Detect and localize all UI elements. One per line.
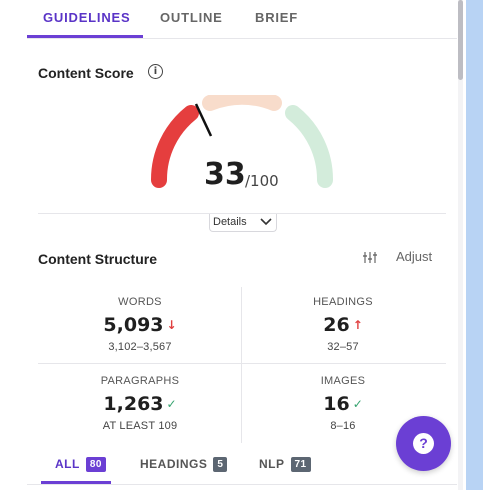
metric-value-text: 1,263 bbox=[103, 393, 164, 415]
divider bbox=[38, 213, 446, 214]
metric-range: 32–57 bbox=[327, 341, 359, 353]
metric-range: AT LEAST 109 bbox=[102, 420, 178, 432]
content-structure-title: Content Structure bbox=[38, 251, 157, 267]
arrow-up-icon: ↑ bbox=[352, 318, 363, 332]
count-badge: 5 bbox=[213, 457, 228, 472]
count-badge: 71 bbox=[290, 457, 311, 472]
info-circle-icon[interactable]: i bbox=[148, 64, 163, 79]
term-filters: ALL 80 HEADINGS 5 NLP 71 bbox=[27, 448, 457, 485]
metric-images: IMAGES 16 ✓ 8–16 bbox=[243, 375, 443, 432]
metric-range: 8–16 bbox=[330, 420, 356, 432]
scrollbar-thumb[interactable] bbox=[458, 0, 463, 80]
metric-value-text: 5,093 bbox=[103, 314, 164, 336]
gauge-low-segment bbox=[150, 105, 199, 188]
metric-headings: HEADINGS 26 ↑ 32–57 bbox=[243, 296, 443, 353]
active-filter-indicator bbox=[41, 481, 111, 484]
help-button[interactable]: ? bbox=[396, 416, 451, 471]
guidelines-panel: GUIDELINES OUTLINE BRIEF Content Score i… bbox=[27, 0, 457, 490]
metric-value-text: 16 bbox=[323, 393, 350, 415]
metric-words: WORDS 5,093 ↓ 3,102–3,567 bbox=[40, 296, 240, 353]
metrics-vertical-divider bbox=[241, 287, 242, 443]
metric-value: 26 ↑ bbox=[243, 314, 443, 336]
scrollbar[interactable] bbox=[458, 0, 463, 490]
panel-tabs: GUIDELINES OUTLINE BRIEF bbox=[27, 0, 457, 39]
content-score-max: /100 bbox=[245, 172, 279, 190]
metric-label: PARAGRAPHS bbox=[100, 375, 180, 387]
tab-guidelines[interactable]: GUIDELINES bbox=[43, 10, 131, 25]
active-tab-indicator bbox=[27, 35, 143, 38]
sliders-icon bbox=[363, 252, 377, 263]
side-strip bbox=[466, 0, 483, 490]
metric-paragraphs: PARAGRAPHS 1,263 ✓ AT LEAST 109 bbox=[40, 375, 240, 432]
metric-value: 16 ✓ bbox=[243, 393, 443, 415]
check-icon: ✓ bbox=[352, 397, 363, 411]
check-icon: ✓ bbox=[166, 397, 177, 411]
metric-value: 5,093 ↓ bbox=[40, 314, 240, 336]
filter-headings[interactable]: HEADINGS 5 bbox=[140, 457, 228, 472]
metric-label: IMAGES bbox=[320, 375, 366, 387]
adjust-label: Adjust bbox=[396, 249, 433, 264]
content-score-title: Content Score bbox=[38, 65, 134, 81]
gauge-needle bbox=[194, 103, 213, 137]
count-badge: 80 bbox=[85, 457, 106, 472]
details-button[interactable]: Details bbox=[209, 214, 277, 232]
metrics-horizontal-divider bbox=[38, 363, 446, 364]
gauge-mid-segment bbox=[202, 95, 282, 111]
metric-value: 1,263 ✓ bbox=[40, 393, 240, 415]
filter-all[interactable]: ALL 80 bbox=[55, 457, 106, 472]
tab-outline[interactable]: OUTLINE bbox=[160, 10, 223, 25]
content-score-gauge bbox=[150, 95, 334, 188]
metric-label: WORDS bbox=[118, 296, 162, 308]
question-mark-icon: ? bbox=[413, 433, 434, 454]
gauge-high-segment bbox=[285, 105, 334, 188]
arrow-down-icon: ↓ bbox=[166, 318, 177, 332]
filter-nlp[interactable]: NLP 71 bbox=[259, 457, 311, 472]
filter-label: ALL bbox=[55, 457, 80, 471]
chevron-down-icon bbox=[260, 218, 272, 226]
metric-value-text: 26 bbox=[323, 314, 350, 336]
filter-label: NLP bbox=[259, 457, 285, 471]
details-label: Details bbox=[213, 216, 247, 228]
metric-label: HEADINGS bbox=[313, 296, 373, 308]
metric-range: 3,102–3,567 bbox=[108, 341, 172, 353]
tab-brief[interactable]: BRIEF bbox=[255, 10, 298, 25]
filter-label: HEADINGS bbox=[140, 457, 208, 471]
content-score-value: 33 bbox=[204, 157, 246, 192]
